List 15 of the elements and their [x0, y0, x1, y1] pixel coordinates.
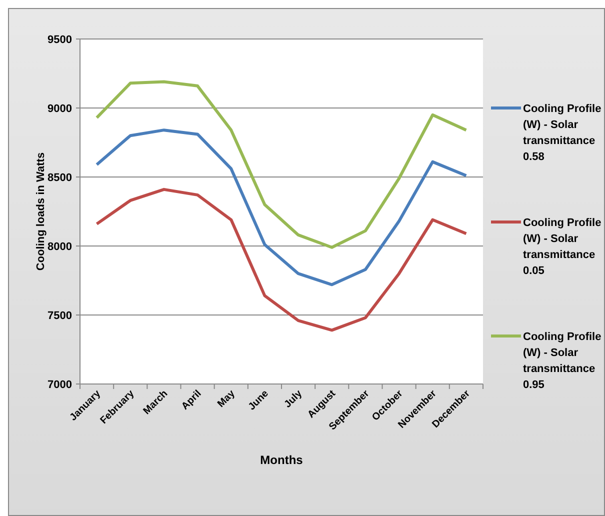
- y-tick-label: 7500: [48, 310, 72, 322]
- y-tick-label: 9500: [48, 34, 72, 46]
- y-tick-label: 8000: [48, 240, 72, 253]
- legend-label: Cooling Profile (W) - Solar transmittance 0.58: [523, 103, 602, 163]
- y-tick-label: 9000: [48, 102, 72, 115]
- legend-label: Cooling Profile (W) - Solar transmittance 0.05: [523, 217, 602, 277]
- line-series: [95, 128, 468, 286]
- y-tick-label: 7000: [48, 378, 72, 391]
- x-tick-label: July: [282, 388, 305, 410]
- x-axis-title: Months: [260, 453, 304, 467]
- y-tick-label: 8500: [48, 172, 72, 184]
- line-series: [95, 80, 468, 249]
- line-series: [95, 188, 468, 332]
- y-axis-title: Cooling loads in Watts: [35, 152, 47, 271]
- legend-label: Cooling Profile (W) - Solar transmittance 0.95: [523, 331, 602, 391]
